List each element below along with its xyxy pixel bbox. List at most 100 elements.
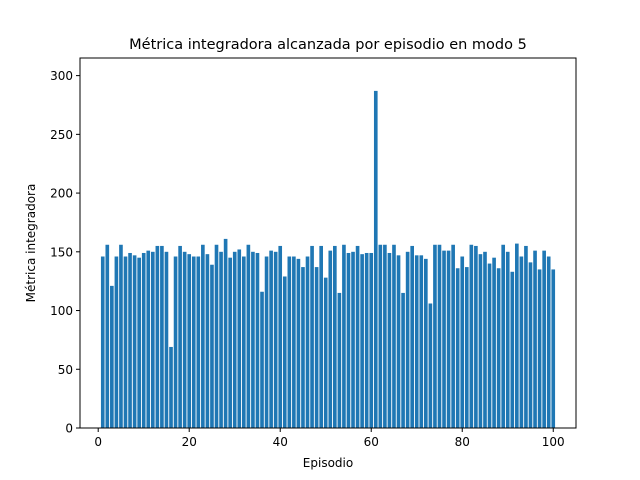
bar-episode-12 <box>150 251 155 428</box>
bar-episode-15 <box>164 251 169 428</box>
bar-episode-31 <box>237 249 242 428</box>
bar-episode-64 <box>387 252 392 428</box>
bar-episode-49 <box>319 245 323 428</box>
bar-episode-67 <box>401 292 405 428</box>
bar-episode-3 <box>110 285 114 428</box>
bar-episode-8 <box>132 255 137 428</box>
bar-episode-41 <box>282 276 287 428</box>
bar-episode-82 <box>469 244 474 428</box>
bar-episode-65 <box>392 244 396 428</box>
bar-episode-29 <box>228 257 232 428</box>
bars-group <box>100 90 556 428</box>
bar-episode-81 <box>464 267 469 428</box>
bar-episode-57 <box>355 245 360 428</box>
bar-episode-91 <box>510 271 515 428</box>
bar-episode-94 <box>524 245 528 428</box>
bar-episode-92 <box>515 243 519 428</box>
y-tick-label: 300 <box>50 69 73 83</box>
bar-episode-87 <box>492 257 496 428</box>
x-tick-label: 40 <box>273 435 288 449</box>
plot-frame <box>79 57 577 429</box>
bar-episode-45 <box>301 267 305 428</box>
bar-episode-95 <box>528 262 533 428</box>
bar-episode-17 <box>173 256 178 428</box>
bar-episode-59 <box>364 252 369 428</box>
bar-episode-44 <box>296 258 301 428</box>
bar-episode-20 <box>187 254 192 428</box>
bar-episode-68 <box>405 251 410 428</box>
bar-episode-52 <box>333 245 337 428</box>
x-tick-label: 20 <box>182 435 197 449</box>
bar-episode-38 <box>269 250 273 428</box>
bar-episode-50 <box>323 277 328 428</box>
x-axis-ticks: 0 20 40 60 80 100 <box>94 428 565 449</box>
bar-episode-11 <box>146 250 151 428</box>
bar-episode-16 <box>169 346 173 428</box>
y-tick-label: 200 <box>50 187 73 201</box>
bar-episode-60 <box>369 252 374 428</box>
y-tick-label: 100 <box>50 304 73 318</box>
x-axis-label: Episodio <box>303 456 353 470</box>
bar-episode-1 <box>100 256 105 428</box>
bar-episode-18 <box>178 245 182 428</box>
y-axis-ticks: 0 50 100 150 200 250 300 <box>50 69 80 436</box>
bar-episode-6 <box>123 256 128 428</box>
bar-episode-79 <box>455 268 460 428</box>
y-tick-label: 50 <box>58 363 73 377</box>
bar-episode-58 <box>360 254 364 428</box>
bar-episode-30 <box>232 251 237 428</box>
bar-episode-84 <box>478 254 483 428</box>
y-tick-label: 150 <box>50 245 73 259</box>
bar-episode-78 <box>451 244 455 428</box>
bar-episode-5 <box>119 244 123 428</box>
bar-episode-90 <box>505 251 510 428</box>
bar-episode-88 <box>496 268 501 428</box>
bar-episode-77 <box>446 250 451 428</box>
y-axis-label: Métrica integradora <box>24 184 38 303</box>
bar-episode-54 <box>342 244 346 428</box>
bar-episode-4 <box>114 256 119 428</box>
x-tick-label: 0 <box>94 435 102 449</box>
bar-episode-46 <box>305 256 310 428</box>
bar-episode-22 <box>196 256 201 428</box>
bar-episode-56 <box>351 251 355 428</box>
bar-episode-98 <box>542 250 546 428</box>
bar-episode-34 <box>251 251 255 428</box>
bar-episode-47 <box>310 245 314 428</box>
bar-episode-96 <box>533 250 537 428</box>
bar-episode-7 <box>128 252 132 428</box>
bar-episode-42 <box>287 256 292 428</box>
bar-episode-43 <box>292 256 296 428</box>
bar-episode-33 <box>246 244 251 428</box>
bar-episode-14 <box>160 245 164 428</box>
bar-episode-19 <box>182 251 187 428</box>
bar-episode-32 <box>242 256 246 428</box>
bar-episode-73 <box>428 303 433 428</box>
bar-episode-9 <box>137 257 141 428</box>
bar-episode-48 <box>314 267 319 428</box>
bar-episode-23 <box>201 244 205 428</box>
bar-episode-71 <box>419 255 424 428</box>
bar-episode-93 <box>519 256 524 428</box>
x-tick-label: 80 <box>455 435 470 449</box>
bar-episode-2 <box>105 244 110 428</box>
bar-episode-89 <box>501 244 506 428</box>
bar-episode-86 <box>487 263 492 428</box>
bar-episode-99 <box>546 256 551 428</box>
bar-episode-100 <box>551 269 556 428</box>
bar-episode-28 <box>223 238 228 428</box>
bar-episode-27 <box>219 251 223 428</box>
bar-episode-61 <box>373 90 378 428</box>
bar-episode-76 <box>442 250 446 428</box>
bar-episode-69 <box>410 245 414 428</box>
bar-episode-21 <box>191 256 196 428</box>
x-tick-label: 100 <box>542 435 565 449</box>
bar-episode-80 <box>460 256 465 428</box>
chart-title: Métrica integradora alcanzada por episod… <box>129 37 527 53</box>
bar-episode-39 <box>273 251 278 428</box>
y-tick-label: 0 <box>65 422 73 436</box>
bar-episode-10 <box>141 252 146 428</box>
bar-episode-51 <box>328 250 333 428</box>
bar-episode-83 <box>474 245 478 428</box>
bar-episode-13 <box>155 245 160 428</box>
